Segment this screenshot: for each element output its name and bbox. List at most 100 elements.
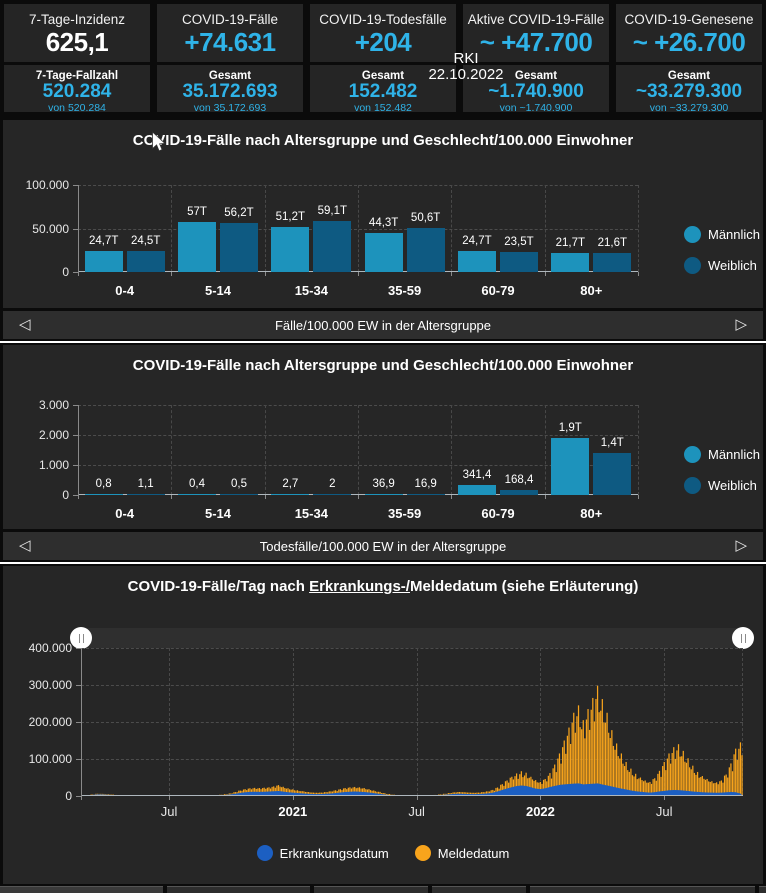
- bar-weiblich: [406, 494, 445, 495]
- kpi-sublabel: Gesamt: [667, 70, 711, 82]
- category-label: 60-79: [481, 283, 515, 298]
- bar-column: 44,3T: [364, 185, 403, 272]
- y-axis-line: [78, 185, 79, 276]
- x-axis-tick: [169, 796, 171, 800]
- kpi-card-bottom: Gesamt ~33.279.300 von ~33.279.300: [616, 65, 762, 114]
- bar-weiblich: [406, 227, 445, 272]
- gridline-horizontal: [81, 648, 743, 649]
- bar-column: 23,5T: [499, 185, 538, 272]
- y-axis-tick: [73, 228, 78, 230]
- gridline-horizontal: [81, 722, 743, 723]
- bar-weiblich: [126, 494, 165, 495]
- category-axis: 0-4 5-14 15-34 35-59 60-79 80+: [78, 283, 638, 298]
- gridline-vertical: [171, 185, 173, 272]
- legend-item-männlich[interactable]: Männlich: [684, 446, 760, 463]
- gridline-vertical: [358, 185, 359, 272]
- slider-handle-left[interactable]: [70, 627, 92, 649]
- kpi-subvalue: ~33.279.300: [635, 81, 743, 102]
- slider-handle-right[interactable]: [732, 627, 754, 649]
- bar-column: 21,6T: [593, 185, 632, 272]
- x-axis-tick: [544, 272, 546, 276]
- kpi-card-1: COVID-19-Fälle +74.631 Gesamt 35.172.693 von…: [157, 4, 303, 114]
- age-group-35-59: 44,3T 50,6T: [358, 185, 451, 272]
- y-axis-tick: [76, 722, 81, 723]
- gridline-vertical: [292, 648, 294, 796]
- bar-column: 168,4: [499, 405, 538, 495]
- bar-column: 24,7T: [457, 185, 496, 272]
- y-axis-label: 2.000: [38, 428, 69, 442]
- bar-column: 2: [313, 405, 352, 495]
- category-label: 0-4: [115, 506, 135, 521]
- age-group-60-79: 24,7T 23,5T: [451, 185, 544, 272]
- y-axis-line: [81, 648, 82, 800]
- time-series-canvas: [81, 685, 743, 796]
- bar-value-label: 36,9: [372, 477, 395, 490]
- y-axis-label: 0: [65, 789, 72, 803]
- kpi-card-bottom: Gesamt 35.172.693 von 35.172.693: [157, 65, 303, 114]
- gridline-vertical: [264, 405, 266, 495]
- bar-column: 36,9: [364, 405, 403, 495]
- x-axis-tick: [544, 495, 546, 499]
- kpi-value: ~ +26.700: [632, 27, 746, 57]
- legend-label: Erkrankungsdatum: [279, 845, 389, 861]
- kpi-subvalue: 520.284: [42, 81, 112, 102]
- bar-column: 1,4T: [593, 405, 632, 495]
- bar-value-label: 341,4: [462, 468, 492, 481]
- bar-value-label: 1,1: [137, 478, 154, 490]
- legend-item-weiblich[interactable]: Weiblich: [684, 477, 760, 494]
- bar-column: 56,2T: [219, 185, 258, 272]
- bar-value-label: 44,3T: [368, 217, 399, 230]
- y-axis-tick: [73, 435, 78, 436]
- kpi-card-0: 7-Tage-Inzidenz 625,1 7-Tage-Fallzahl 520.2…: [4, 4, 150, 114]
- legend-item-meldedatum[interactable]: Meldedatum: [414, 845, 509, 861]
- next-section-card-top: [0, 886, 163, 893]
- kpi-card-bottom: Gesamt ~1.740.900 von ~1.740.900: [463, 65, 609, 114]
- bar-value-label: 0,8: [95, 478, 112, 490]
- bar-plot-area: 0,8 1,1 0,4 0,5 2,7 2 36,9 16,9 341,4 168,4 1,9T 1,…: [78, 405, 639, 499]
- carousel-prev-icon[interactable]: ◁: [19, 537, 31, 554]
- carousel-next-icon[interactable]: ▷: [735, 537, 747, 554]
- bar-plot-area: 24,7T 24,5T 57T 56,2T 51,2T 59,1T 44,3T 50,6T 24…: [78, 185, 639, 276]
- category-label: 60-79: [481, 506, 515, 521]
- x-axis-tick: [416, 796, 418, 800]
- bar-maennlich: [177, 494, 216, 495]
- category-label: 5-14: [204, 506, 231, 521]
- bar-column: 21,7T: [551, 185, 590, 272]
- kpi-von-value: von 152.482: [354, 102, 412, 114]
- x-axis-tick: [638, 495, 639, 499]
- category-label: 35-59: [388, 506, 422, 521]
- kpi-von-value: von 520.284: [48, 102, 106, 114]
- bar-value-label: 168,4: [504, 473, 534, 486]
- chart-title: COVID-19-Fälle/Tag nach Erkrankungs-/Mel…: [3, 578, 763, 595]
- bar-value-label: 56,2T: [224, 207, 254, 220]
- carousel-prev-icon[interactable]: ◁: [19, 316, 31, 333]
- y-axis-label: 0: [62, 265, 69, 279]
- bar-value-label: 16,9: [414, 478, 437, 490]
- rki-attribution: RKI 22.10.2022: [424, 51, 508, 83]
- rki-label: RKI: [453, 50, 479, 67]
- carousel-next-icon[interactable]: ▷: [735, 316, 747, 333]
- bar-weiblich: [313, 220, 352, 272]
- legend-item-männlich[interactable]: Männlich: [684, 226, 760, 243]
- gridline-vertical: [169, 648, 171, 796]
- category-label: 80+: [580, 506, 603, 521]
- kpi-card-3: Aktive COVID-19-Fälle ~ +47.700 Gesamt ~1.7…: [463, 4, 609, 114]
- legend-item-weiblich[interactable]: Weiblich: [684, 257, 760, 274]
- erkrankungsdatum-link[interactable]: Erkrankungs-/: [309, 578, 410, 595]
- time-range-slider[interactable]: [70, 627, 754, 649]
- bar-column: 50,6T: [406, 185, 445, 272]
- bar-value-label: 2,7: [282, 478, 299, 490]
- legend-item-erkrankungsdatum[interactable]: Erkrankungsdatum: [256, 845, 389, 861]
- bar-column: 24,7T: [84, 185, 123, 272]
- mouse-cursor: [151, 131, 168, 159]
- kpi-value: 625,1: [45, 27, 109, 57]
- gridline-vertical: [544, 405, 546, 495]
- x-axis-tick: [358, 495, 359, 499]
- x-axis-line: [78, 494, 638, 495]
- chart-footer-bar: Fälle/100.000 EW in der Altersgruppe ◁ ▷: [3, 308, 763, 339]
- category-label: 15-34: [294, 283, 328, 298]
- x-axis-tick: [451, 495, 453, 499]
- gridline-vertical: [544, 185, 546, 272]
- x-axis-tick: [451, 272, 453, 276]
